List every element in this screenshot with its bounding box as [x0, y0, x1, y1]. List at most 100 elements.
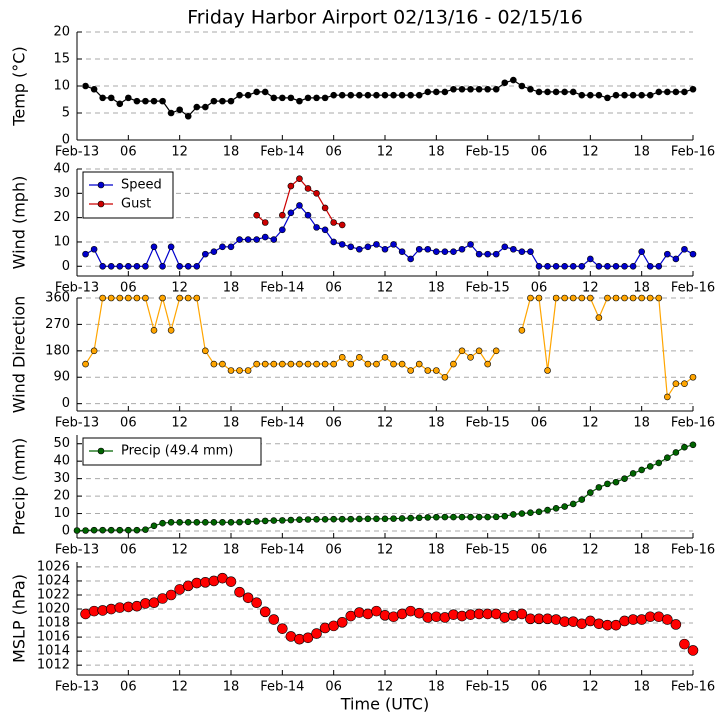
data-point — [518, 510, 526, 517]
data-point — [219, 243, 226, 251]
data-point — [330, 91, 337, 99]
data-point — [433, 88, 440, 96]
data-point — [561, 262, 568, 270]
data-point — [664, 393, 671, 401]
data-point — [261, 233, 269, 241]
data-point — [407, 514, 414, 522]
data-point — [424, 367, 432, 374]
data-point — [261, 219, 269, 226]
data-point — [646, 294, 654, 302]
data-point — [296, 516, 303, 523]
data-point — [150, 326, 158, 334]
legend-label: Gust — [121, 197, 151, 212]
data-point — [82, 360, 89, 368]
data-point — [338, 221, 346, 229]
y-tick-label: 20 — [53, 25, 70, 40]
y-tick-label: 1014 — [37, 644, 70, 659]
data-point — [176, 518, 183, 526]
data-point — [381, 353, 389, 361]
data-point — [458, 347, 466, 355]
data-point — [184, 262, 192, 270]
data-point — [227, 97, 235, 105]
x-tick-label: 18 — [633, 416, 650, 431]
data-point — [655, 262, 663, 270]
data-point — [629, 262, 637, 270]
data-point — [142, 262, 149, 270]
data-point — [133, 262, 141, 270]
legend-box — [82, 171, 174, 219]
data-point — [458, 513, 466, 521]
data-point — [578, 294, 586, 302]
x-tick-label: 06 — [325, 543, 342, 558]
data-point — [336, 617, 348, 628]
data-point — [621, 91, 628, 99]
data-point — [604, 94, 611, 102]
x-tick-label: 12 — [377, 145, 394, 160]
x-tick-label: Feb-13 — [55, 145, 99, 160]
x-tick-label: Feb-16 — [671, 281, 715, 296]
data-point — [133, 294, 141, 302]
data-point — [629, 91, 637, 99]
data-point — [604, 262, 611, 270]
x-tick-label: 06 — [325, 680, 342, 695]
data-point — [321, 226, 329, 234]
data-point — [253, 236, 260, 243]
data-point — [415, 245, 423, 253]
data-point — [381, 91, 389, 99]
data-point — [587, 294, 594, 302]
x-tick-label: Feb-15 — [466, 145, 510, 160]
y-axis-label: Precip (mm) — [10, 438, 29, 536]
y-tick-label: 0 — [62, 396, 70, 411]
x-tick-label: 06 — [325, 145, 342, 160]
data-point — [535, 262, 543, 270]
data-point — [184, 294, 192, 302]
panel: 0 10 20 30 40 50 Feb-13 06 12 18 Feb-14 06 12 18 Feb-1… — [10, 435, 715, 558]
data-point — [450, 513, 457, 521]
data-point — [458, 245, 466, 253]
data-point — [242, 592, 254, 604]
data-point — [373, 515, 380, 523]
data-point — [672, 88, 680, 96]
data-point — [527, 85, 534, 93]
data-point — [390, 360, 397, 368]
legend-marker — [97, 447, 105, 455]
panel: 0 10 20 30 40 Feb-13 06 12 18 Feb-14 06 12 18 Feb-15 0… — [10, 162, 716, 296]
legend-label: Precip (49.4 mm) — [121, 444, 233, 459]
x-tick-label: 06 — [120, 145, 137, 160]
data-point — [202, 250, 209, 258]
y-tick-label: 40 — [53, 162, 70, 177]
data-point — [210, 518, 218, 526]
data-point — [90, 526, 98, 534]
data-point — [655, 294, 663, 302]
data-point — [167, 326, 175, 334]
data-point — [681, 245, 688, 253]
data-point — [176, 106, 183, 114]
x-tick-label: 06 — [120, 281, 137, 296]
data-point — [501, 512, 509, 520]
data-point — [364, 91, 372, 99]
x-tick-label: Feb-14 — [260, 416, 304, 431]
data-point — [467, 241, 474, 248]
data-point — [227, 243, 235, 251]
data-point — [234, 586, 245, 598]
data-point — [279, 94, 286, 102]
data-point — [296, 202, 303, 209]
data-point — [279, 226, 286, 234]
y-tick-label: 1012 — [37, 658, 70, 673]
x-tick-label: Feb-13 — [55, 416, 99, 431]
data-point — [253, 518, 260, 525]
data-point — [569, 88, 577, 96]
data-point — [687, 645, 699, 656]
data-point — [467, 513, 474, 521]
data-point — [82, 250, 89, 258]
data-point — [415, 91, 423, 99]
x-tick-label: 06 — [325, 416, 342, 431]
data-point — [244, 236, 252, 243]
x-tick-label: Feb-15 — [466, 543, 510, 558]
data-point — [244, 367, 252, 374]
data-point — [287, 516, 295, 524]
data-point — [664, 454, 671, 461]
data-point — [302, 632, 314, 644]
data-point — [407, 91, 414, 99]
data-point — [338, 91, 346, 99]
